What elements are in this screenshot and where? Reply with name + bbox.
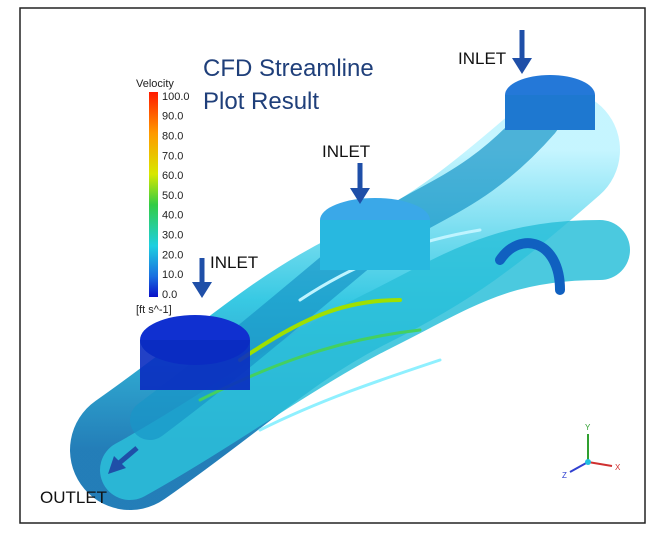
colorbar-tick-label: 0.0 bbox=[162, 289, 177, 301]
colorbar-tick-label: 100.0 bbox=[162, 91, 190, 103]
colorbar bbox=[149, 92, 158, 297]
colorbar-tick-label: 70.0 bbox=[162, 150, 183, 162]
title-line: Plot Result bbox=[203, 88, 319, 115]
figure: CFD Streamline Plot Result Velocity [ft … bbox=[0, 0, 666, 536]
colorbar-label: Velocity bbox=[136, 78, 174, 90]
colorbar-tick-label: 40.0 bbox=[162, 210, 183, 222]
colorbar-tick-label: 50.0 bbox=[162, 190, 183, 202]
colorbar-unit: [ft s^-1] bbox=[136, 304, 172, 316]
colorbar-tick-label: 20.0 bbox=[162, 249, 183, 261]
axis-label: X bbox=[615, 463, 621, 472]
colorbar-tick-label: 60.0 bbox=[162, 170, 183, 182]
colorbar-tick-label: 30.0 bbox=[162, 230, 183, 242]
colorbar-tick-label: 10.0 bbox=[162, 269, 183, 281]
inlet-label: INLET bbox=[322, 142, 370, 161]
colorbar-tick-label: 90.0 bbox=[162, 111, 183, 123]
page: {"figure": { "title_lines": ["CFD Stream… bbox=[0, 0, 666, 536]
inlet-label: INLET bbox=[458, 49, 506, 68]
axis-label: Y bbox=[585, 423, 591, 432]
colorbar-tick-label: 80.0 bbox=[162, 131, 183, 143]
title-line: CFD Streamline bbox=[203, 55, 374, 82]
outlet-label: OUTLET bbox=[40, 488, 107, 507]
inlet-label: INLET bbox=[210, 253, 258, 272]
axis-label: Z bbox=[562, 471, 567, 480]
